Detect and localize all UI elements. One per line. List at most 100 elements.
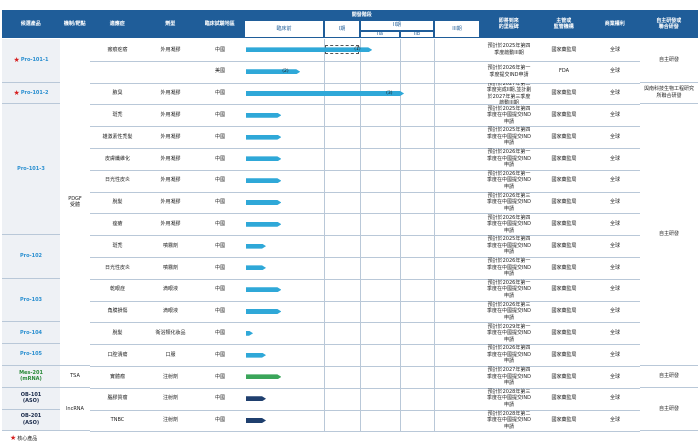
row-milestone: 預計於2027年第二季度完成II期,並計劃於2027年第三季度啟動III期 bbox=[486, 82, 532, 105]
row-rights: 全球 bbox=[609, 351, 620, 358]
row-dosage: 外用凝膠 bbox=[160, 46, 181, 53]
row-rights: 全球 bbox=[609, 330, 620, 337]
product-cell: Pro-103 bbox=[2, 278, 60, 323]
header-region: 臨床試驗地區 bbox=[196, 10, 244, 38]
row-region: 中國 bbox=[214, 308, 225, 315]
row-regulator: 國家藥監局 bbox=[551, 417, 577, 424]
row-divider bbox=[90, 126, 640, 128]
row-divider bbox=[90, 322, 640, 324]
partner-cell: 自主研發 bbox=[640, 104, 698, 366]
partner-cell: 與南科技生物工程研究所聯合研發 bbox=[640, 83, 698, 105]
mechanism-cell: lncRNA bbox=[60, 388, 90, 432]
progress-bar bbox=[246, 47, 372, 52]
row-region: 中國 bbox=[214, 90, 225, 97]
row-divider bbox=[90, 344, 640, 346]
row-indication: 斑禿 bbox=[112, 242, 123, 249]
progress-bar bbox=[246, 287, 281, 292]
row-indication: 腦膠質瘤 bbox=[107, 395, 128, 402]
progress-bar bbox=[246, 244, 266, 249]
row-divider bbox=[90, 148, 640, 149]
row-indication: 脫髮 bbox=[112, 199, 123, 206]
row-region: 中國 bbox=[214, 264, 225, 271]
star-icon: ★ bbox=[13, 56, 20, 65]
row-milestone: 預計於2026年第三季度在中國提交IND申請 bbox=[486, 301, 532, 321]
row-divider bbox=[90, 387, 640, 389]
row-rights: 全球 bbox=[609, 112, 620, 119]
row-dosage: 外用凝膠 bbox=[160, 177, 181, 184]
row-regulator: 國家藥監局 bbox=[551, 221, 577, 228]
header-progress: 開發階段 bbox=[244, 10, 480, 20]
row-dosage: 外用凝膠 bbox=[160, 155, 181, 162]
product-cell: ★ Pro-101-2 bbox=[2, 82, 60, 105]
row-milestone: 預計於2026年第四季度在中國提交IND申請 bbox=[486, 214, 532, 234]
row-regulator: 國家藥監局 bbox=[551, 112, 577, 119]
row-rights: 全球 bbox=[609, 373, 620, 380]
row-dosage: 外用凝膠 bbox=[160, 199, 181, 206]
row-indication: 皮膚纖維化 bbox=[104, 155, 130, 162]
row-rights: 全球 bbox=[609, 395, 620, 402]
row-rights: 全球 bbox=[609, 221, 620, 228]
row-rights: 全球 bbox=[609, 177, 620, 184]
row-regulator: FDA bbox=[558, 68, 570, 75]
product-cell: ★ Pro-101-1 bbox=[2, 39, 60, 83]
row-regulator: 國家藥監局 bbox=[551, 133, 577, 140]
row-rights: 全球 bbox=[609, 46, 620, 53]
row-rights: 全球 bbox=[609, 308, 620, 315]
row-milestone: 預計於2025年第四季度在中國提交IND申請 bbox=[486, 236, 532, 256]
row-milestone: 預計於2026年第四季度在中國提交IND申請 bbox=[486, 345, 532, 365]
row-milestone: 預計於2025年第四季度在中國提交IND申請 bbox=[486, 127, 532, 147]
product-cell: OB-101 (ASO) bbox=[2, 387, 60, 410]
row-indication: 實體瘤 bbox=[109, 373, 125, 380]
product-cell: Pro-102 bbox=[2, 235, 60, 279]
row-indication: 雄激素性禿髮 bbox=[102, 133, 133, 140]
header-regulator: 主管或 監管機構 bbox=[538, 10, 590, 38]
row-dosage: 滴眼液 bbox=[162, 308, 178, 315]
product-cell: Pro-104 bbox=[2, 322, 60, 345]
row-milestone: 預計於2026年第一季度提交IND申請 bbox=[487, 65, 531, 78]
row-region: 中國 bbox=[214, 155, 225, 162]
product-name: Pro-105 bbox=[19, 351, 43, 358]
row-indication: 乾眼症 bbox=[109, 286, 125, 293]
header-phase2: II期 bbox=[360, 20, 434, 31]
product-name: Pro-102 bbox=[19, 253, 43, 260]
row-dosage: 注射劑 bbox=[162, 417, 178, 424]
row-dosage: 噴霧劑 bbox=[162, 242, 178, 249]
header-rights: 商業權利 bbox=[590, 10, 640, 38]
row-rights: 全球 bbox=[609, 286, 620, 293]
progress-bar bbox=[246, 113, 281, 118]
row-milestone: 預計於2028年第二季度在中國提交IND申請 bbox=[486, 410, 532, 430]
row-indication: 角膜損傷 bbox=[107, 308, 128, 315]
row-regulator: 國家藥監局 bbox=[551, 199, 577, 206]
row-dosage: 注射劑 bbox=[162, 395, 178, 402]
row-regulator: 國家藥監局 bbox=[551, 264, 577, 271]
progress-bar bbox=[246, 222, 281, 227]
row-indication: 痤瘡 bbox=[112, 221, 123, 228]
row-region: 中國 bbox=[214, 221, 225, 228]
header-phase2a: IIa bbox=[360, 31, 400, 38]
row-divider bbox=[90, 169, 640, 171]
star-icon: ★ bbox=[10, 434, 17, 442]
row-region: 中國 bbox=[214, 199, 225, 206]
product-name: Pro-101-2 bbox=[20, 89, 49, 96]
legend: ★ 核心產品 bbox=[10, 434, 37, 442]
progress-bar bbox=[246, 418, 266, 423]
row-region: 中國 bbox=[214, 133, 225, 140]
product-name: OB-101 (ASO) bbox=[20, 391, 42, 405]
progress-bar bbox=[246, 156, 281, 161]
row-regulator: 國家藥監局 bbox=[551, 351, 577, 358]
row-milestone: 預計於2026年第一季度在中國提交IND申請 bbox=[486, 149, 532, 169]
row-dosage: 外用凝膠 bbox=[160, 221, 181, 228]
row-region: 中國 bbox=[214, 417, 225, 424]
row-dosage: 滴眼液 bbox=[162, 286, 178, 293]
header-preclinical: 臨床前 bbox=[244, 20, 324, 38]
bar-footnote: (1) bbox=[354, 46, 361, 52]
row-region: 中國 bbox=[214, 242, 225, 249]
row-dosage: 外用凝膠 bbox=[160, 133, 181, 140]
row-dosage: 外用凝膠 bbox=[160, 90, 181, 97]
product-cell: Mes-201 (mRNA) bbox=[2, 366, 60, 388]
product-cell: OB-201 (ASO) bbox=[2, 409, 60, 432]
header-phase2b: IIb bbox=[400, 31, 434, 38]
row-divider bbox=[90, 278, 640, 280]
row-indication: 斑禿 bbox=[112, 112, 123, 119]
